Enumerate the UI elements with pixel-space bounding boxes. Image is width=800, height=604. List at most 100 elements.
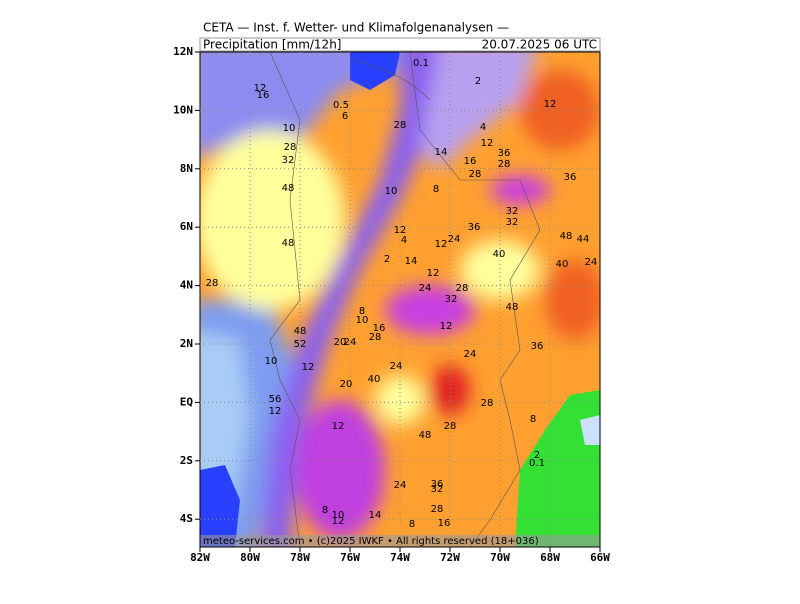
lat-label: 2S: [180, 454, 193, 467]
contour-label: 24: [394, 480, 407, 491]
contour-label: 28: [481, 398, 494, 409]
contour-label: 2: [475, 76, 481, 87]
title: CETA — Inst. f. Wetter- und Klimafolgena…: [203, 21, 509, 35]
contour-label: 32: [506, 217, 519, 228]
contour-label: 28: [498, 159, 511, 170]
contour-label: 24: [419, 283, 432, 294]
contour-label: 40: [556, 259, 569, 270]
contour-label: 48: [560, 231, 573, 242]
contour-label: 8: [409, 519, 415, 530]
contour-label: 12: [394, 225, 407, 236]
contour-label: 28: [284, 142, 297, 153]
contour-label: 2: [384, 254, 390, 265]
contour-label: 8: [433, 184, 439, 195]
lon-label: 72W: [440, 551, 460, 564]
product: Precipitation [mm/12h]: [203, 38, 341, 52]
contour-label: 10: [385, 186, 398, 197]
contour-label: 12: [332, 421, 345, 432]
lon-label: 76W: [340, 551, 360, 564]
contour-label: 12: [427, 268, 440, 279]
lon-label: 78W: [290, 551, 310, 564]
lon-label: 80W: [240, 551, 260, 564]
contour-label: 10: [356, 315, 369, 326]
contour-label: 36: [468, 222, 481, 233]
contour-label: 44: [577, 234, 590, 245]
contour-label: 12: [254, 83, 267, 94]
contour-label: 36: [431, 479, 444, 490]
contour-label: 24: [585, 257, 598, 268]
contour-label: 0.1: [529, 458, 545, 469]
contour-label: 24: [344, 337, 357, 348]
contour-label: 32: [431, 484, 444, 495]
lon-label: 70W: [490, 551, 510, 564]
contour-label: 40: [368, 374, 381, 385]
header-bar: [199, 37, 601, 52]
contour-label: 12: [302, 362, 315, 373]
lat-label: 4N: [180, 279, 193, 292]
contour-label: 48: [282, 183, 295, 194]
contour-label: 36: [564, 172, 577, 183]
lat-label: 8N: [180, 162, 193, 175]
contour-label: 40: [493, 249, 506, 260]
contour-label: 32: [445, 294, 458, 305]
contour-label: 28: [431, 504, 444, 515]
contour-label: 12: [332, 516, 345, 527]
contour-label: 6: [342, 111, 348, 122]
contour-label: 32: [282, 155, 295, 166]
contour-label: 16: [464, 156, 477, 167]
datetime: 20.07.2025 06 UTC: [482, 38, 597, 52]
contour-label: 56: [269, 394, 282, 405]
contour-labels: 12160.561028324848281416283628361241220.…: [206, 58, 598, 530]
contour-label: 14: [405, 256, 418, 267]
borders: [269, 52, 541, 547]
contour-label: 12: [544, 99, 557, 110]
contour-label: 8: [322, 505, 328, 516]
lat-label: 12N: [173, 45, 193, 58]
contour-label: 24: [464, 349, 477, 360]
lon-label: 82W: [190, 551, 210, 564]
contour-label: 12: [269, 406, 282, 417]
contour-label: 4: [480, 122, 486, 133]
contour-label: 48: [294, 326, 307, 337]
contour-label: 28: [206, 278, 219, 289]
lon-label: 74W: [390, 551, 410, 564]
contour-label: 20: [340, 379, 353, 390]
contour-label: 48: [506, 302, 519, 313]
contour-label: 36: [531, 341, 544, 352]
contour-label: 10: [265, 356, 278, 367]
contour-label: 28: [394, 120, 407, 131]
contour-label: 4: [401, 235, 407, 246]
contour-label: 48: [419, 430, 432, 441]
contour-label: 24: [448, 234, 461, 245]
lon-label: 66W: [590, 551, 610, 564]
contour-label: 12: [435, 239, 448, 250]
contour-label: 16: [438, 518, 451, 529]
contour-label: 2: [534, 450, 540, 461]
contour-label: 52: [294, 339, 307, 350]
contour-label: 28: [469, 169, 482, 180]
lat-label: 10N: [173, 103, 193, 116]
contour-label: 0.1: [413, 58, 429, 69]
lat-label: EQ: [180, 395, 194, 408]
lat-label: 2N: [180, 337, 193, 350]
contour-label: 28: [369, 332, 382, 343]
contour-label: 28: [456, 283, 469, 294]
contour-label: 8: [530, 414, 536, 425]
contour-label: 10: [283, 123, 296, 134]
contour-label: 48: [282, 238, 295, 249]
contour-label: 16: [373, 323, 386, 334]
contour-label: 24: [390, 361, 403, 372]
precip-field: meteo-services.com • (c)2025 IWKF • All …: [200, 52, 600, 547]
contour-label: 14: [435, 147, 448, 158]
contour-label: 28: [444, 421, 457, 432]
lon-label: 68W: [540, 551, 560, 564]
contour-label: 16: [257, 90, 270, 101]
ticks: 82W 80W 78W 76W 74W 72W 70W 68W 66W 12N 10N 8N 6N 4N 2…: [173, 45, 610, 564]
contour-label: 0.5: [333, 100, 349, 111]
contour-label: 20: [334, 337, 347, 348]
contour-label: 32: [506, 206, 519, 217]
contour-label: 12: [481, 138, 494, 149]
contour-label: 14: [369, 510, 382, 521]
footer: meteo-services.com • (c)2025 IWKF • All …: [203, 536, 539, 547]
